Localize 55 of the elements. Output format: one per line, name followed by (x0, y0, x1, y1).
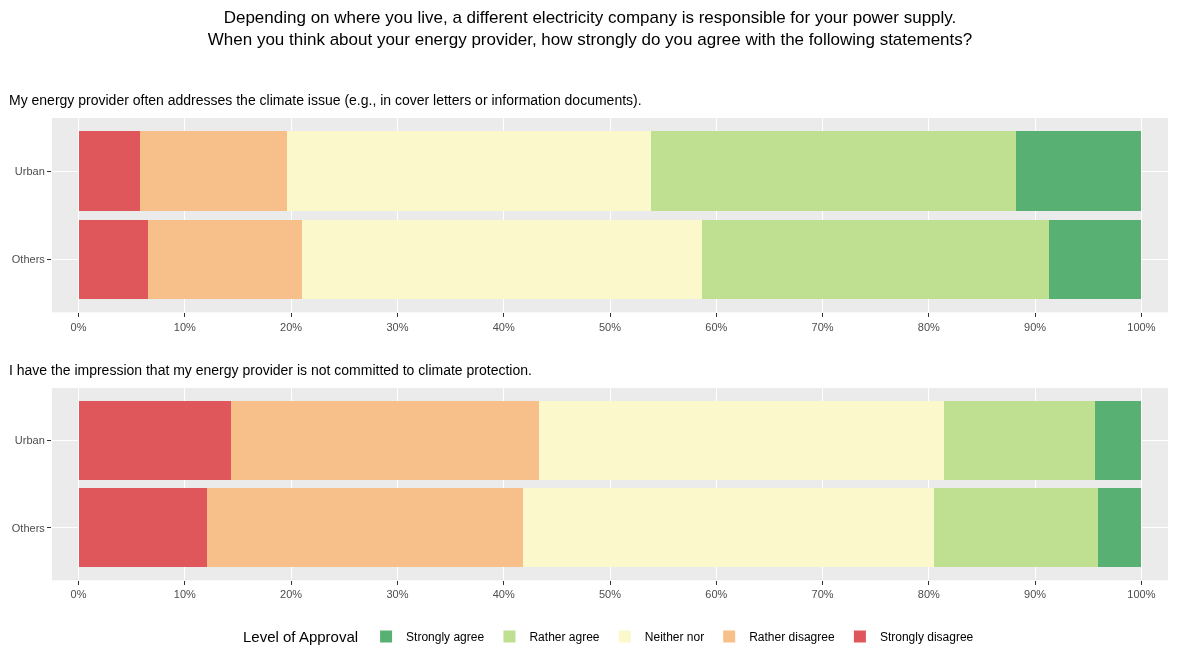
bar (230, 401, 539, 480)
x-tick-label: 80% (917, 588, 941, 601)
x-tick-label: 100% (1127, 588, 1156, 601)
legend-title: Level of Approval (243, 627, 359, 645)
bar (1094, 401, 1142, 480)
x-tick-label: 10% (173, 320, 197, 333)
x-tick-label: 40% (492, 588, 515, 601)
chart-subtitle: My energy provider often addresses the climate issue (e.g., in cover letters or information documents). (9, 92, 642, 108)
bar (943, 401, 1095, 480)
x-tick-label: 20% (280, 588, 303, 601)
x-tick-label: 70% (811, 320, 834, 333)
y-tick-label: Others (11, 521, 46, 534)
bar (702, 219, 1049, 300)
bar (147, 219, 302, 300)
x-tick-label: 50% (598, 588, 622, 601)
bar (1048, 219, 1142, 300)
chart-title: Depending on where you live, a different electricity company is responsible for your power supply. When you think about your energy provider, how strongly do you agree with the following statements? (207, 7, 973, 49)
bar (78, 401, 231, 480)
x-tick-label: 30% (386, 320, 409, 333)
bar (78, 219, 148, 300)
x-tick-label: 10% (173, 588, 197, 601)
bar (140, 131, 287, 211)
x-tick-label: 80% (917, 320, 941, 333)
x-tick-label: 90% (1024, 588, 1047, 601)
legend-label: Rather disagree (749, 630, 835, 645)
bar (1016, 131, 1142, 211)
x-tick-label: 0% (70, 320, 87, 333)
bar (78, 488, 208, 568)
legend-label: Neither nor (644, 630, 705, 645)
x-tick-label: 100% (1127, 320, 1156, 333)
x-tick-label: 30% (386, 588, 409, 601)
bar (651, 131, 1017, 211)
bar (1097, 488, 1142, 568)
x-tick-label: 0% (70, 588, 87, 601)
legend-label: Strongly agree (406, 630, 485, 645)
bar (522, 488, 935, 568)
x-tick-label: 60% (705, 320, 728, 333)
y-tick-label: Urban (14, 434, 45, 447)
bar (78, 131, 141, 211)
bar (934, 488, 1098, 568)
legend-label: Rather agree (529, 630, 600, 645)
x-tick-label: 40% (492, 320, 515, 333)
bar (538, 401, 944, 480)
x-tick-label: 70% (811, 588, 834, 601)
legend-label: Strongly disagree (879, 630, 974, 645)
x-tick-label: 60% (705, 588, 728, 601)
chart-subtitle: I have the impression that my energy provider is not committed to climate protection. (9, 362, 532, 378)
bar (207, 488, 523, 568)
y-tick-label: Urban (14, 164, 45, 177)
bar (286, 131, 652, 211)
x-tick-label: 90% (1024, 320, 1047, 333)
y-tick-label: Others (11, 253, 46, 266)
bar (301, 219, 703, 300)
x-tick-label: 20% (280, 320, 303, 333)
x-tick-label: 50% (598, 320, 622, 333)
